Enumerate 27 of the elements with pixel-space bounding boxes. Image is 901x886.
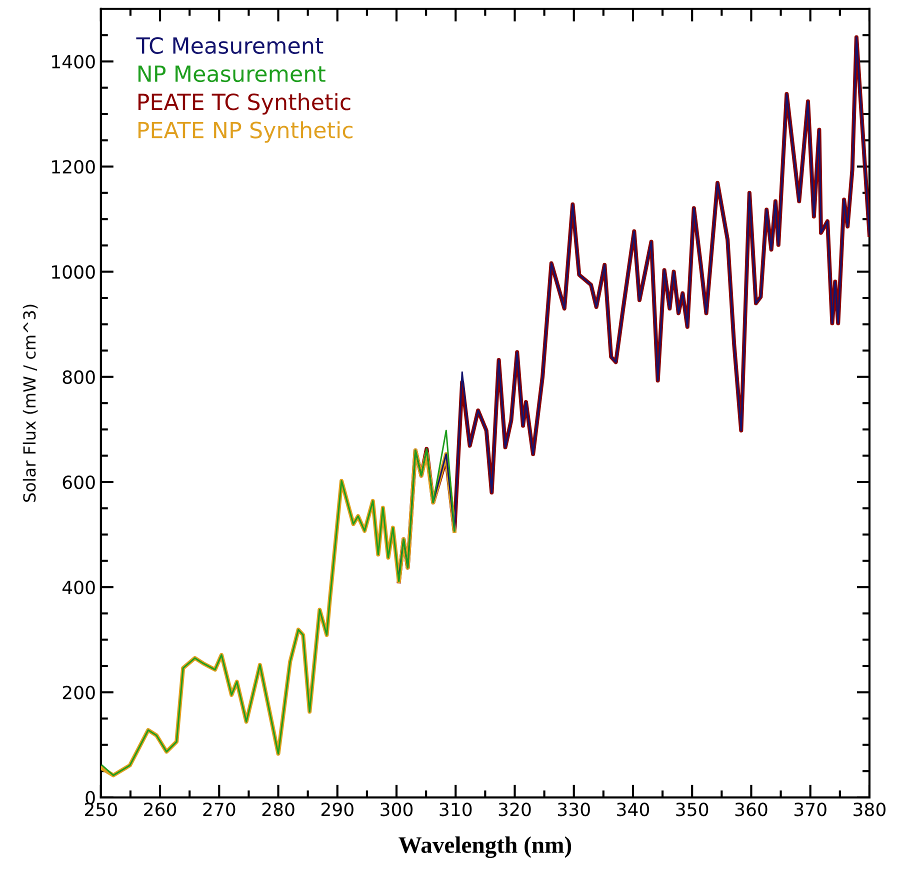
x-tick-label: 260 bbox=[144, 802, 176, 816]
x-tick-label: 360 bbox=[735, 802, 768, 816]
x-tick-label: 320 bbox=[498, 802, 531, 816]
x-tick-label: 280 bbox=[262, 802, 294, 816]
text: PEATE NP Synthetic bbox=[138, 121, 353, 143]
text: PEATE TC Synthetic bbox=[138, 93, 350, 115]
text: TC Measurement bbox=[136, 37, 324, 54]
y-axis-title: Solar Flux (mW / cm^3) bbox=[22, 304, 38, 502]
y-tick-label: 800 bbox=[62, 370, 95, 384]
x-tick-label: 290 bbox=[321, 802, 354, 816]
x-tick-label: 380 bbox=[854, 802, 886, 816]
x-tick-label: 370 bbox=[794, 802, 826, 816]
y-tick-label: 1200 bbox=[52, 160, 95, 174]
x-axis-title: Wavelength (nm) bbox=[398, 836, 572, 858]
x-tick-label: 350 bbox=[676, 802, 708, 816]
y-tick-label: 200 bbox=[62, 686, 95, 700]
y-tick-label: 600 bbox=[62, 475, 95, 490]
x-tick-label: 310 bbox=[440, 802, 472, 816]
y-tick-label: 1400 bbox=[52, 54, 95, 69]
y-tick-label: 400 bbox=[62, 580, 95, 594]
x-tick-label: 270 bbox=[203, 802, 236, 816]
text: NP Measurement bbox=[138, 66, 326, 82]
x-tick-label: 330 bbox=[558, 802, 590, 816]
x-tick-label: 250 bbox=[85, 802, 117, 816]
x-tick-label: 340 bbox=[617, 802, 650, 816]
x-tick-label: 300 bbox=[380, 802, 413, 816]
y-tick-label: 1000 bbox=[52, 265, 95, 279]
